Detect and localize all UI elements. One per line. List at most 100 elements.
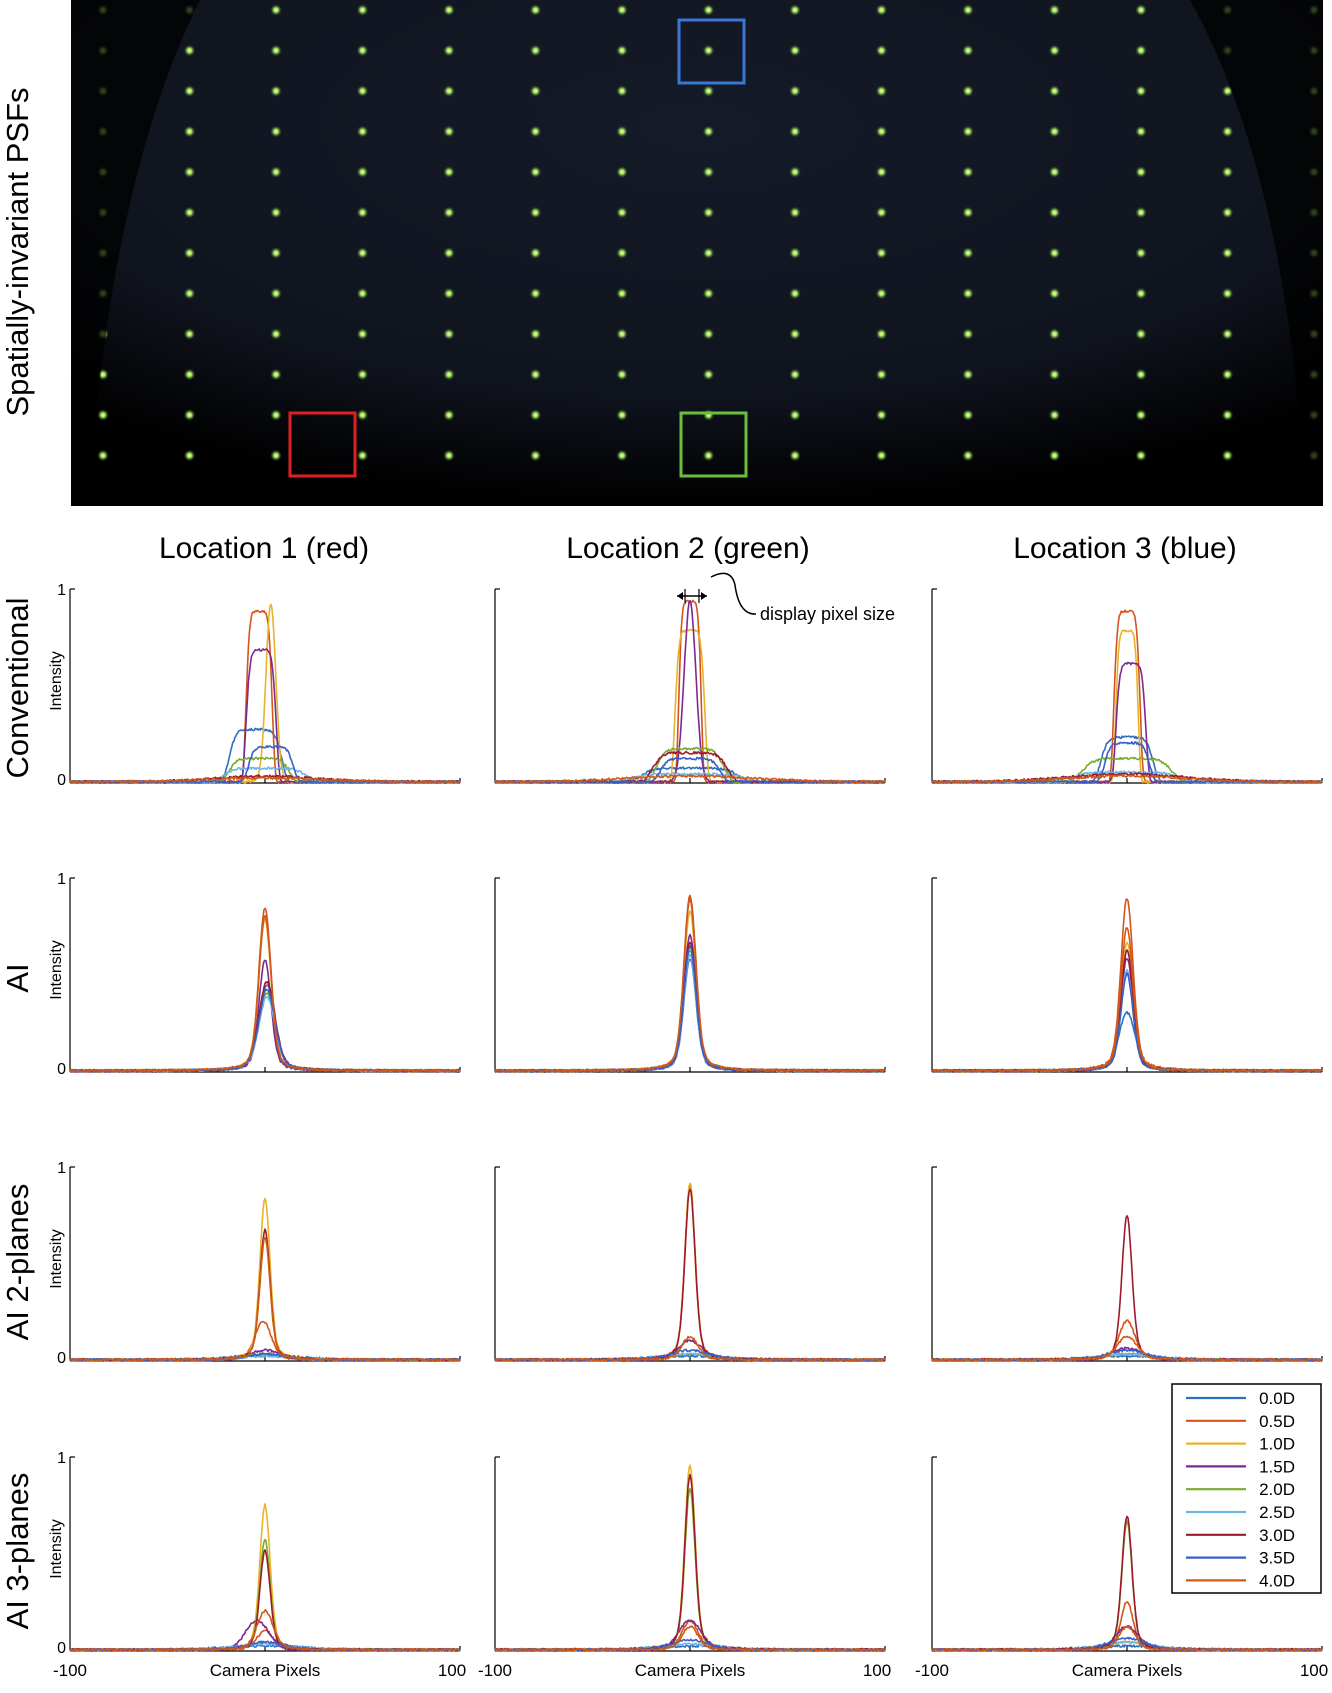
- psf-dot: [616, 247, 628, 259]
- psf-dot: [183, 206, 196, 219]
- annotation-arrow-right: [701, 592, 707, 600]
- plot-panel: 1 0 Intensity: [48, 871, 461, 1078]
- psf-dot: [183, 247, 196, 259]
- x-tick-label: -100: [915, 1661, 949, 1680]
- series-line: [931, 1625, 1323, 1652]
- legend-label: 2.5D: [1259, 1503, 1295, 1522]
- series-line: [931, 949, 1323, 1073]
- psf-dot: [356, 85, 369, 97]
- series-line: [495, 941, 886, 1073]
- psf-image-label: Spatially-invariant PSFs: [0, 87, 35, 416]
- psf-dot: [1135, 287, 1147, 300]
- series-line: [494, 894, 886, 1073]
- location-3-marker: [677, 18, 746, 85]
- psf-dot: [529, 247, 542, 259]
- psf-dot: [789, 4, 801, 16]
- x-tick-label: 100: [1300, 1661, 1328, 1680]
- column-title-location-2: Location 2 (green): [566, 532, 810, 565]
- psf-dot: [789, 166, 801, 178]
- series-line: [69, 776, 461, 784]
- psf-dot: [270, 328, 282, 340]
- psf-dot: [616, 4, 628, 16]
- psf-dot: [356, 125, 369, 138]
- psf-dot: [529, 44, 542, 57]
- psf-dot: [97, 449, 109, 462]
- psf-dot: [356, 328, 369, 340]
- psf-dot: [789, 328, 801, 340]
- series-line: [931, 1215, 1323, 1362]
- psf-dot: [270, 206, 282, 219]
- x-axis-label: Camera Pixels: [635, 1661, 746, 1680]
- legend-label: 1.0D: [1259, 1435, 1295, 1454]
- psf-dot: [875, 368, 888, 381]
- psf-dot: [529, 328, 542, 340]
- psf-dot: [962, 206, 974, 219]
- psf-dot: [702, 449, 715, 462]
- psf-dot: [1135, 368, 1147, 381]
- psf-dot: [1135, 125, 1147, 138]
- psf-dot: [529, 85, 542, 97]
- psf-dot: [270, 368, 282, 381]
- psf-dot: [356, 409, 369, 421]
- psf-dot: [183, 328, 196, 340]
- series-line: [69, 1549, 461, 1652]
- psf-dot: [616, 44, 628, 57]
- psf-dot: [1135, 206, 1147, 219]
- y-axis-label: Intensity: [48, 651, 65, 711]
- psf-image: [71, 0, 1323, 506]
- psf-dot: [789, 44, 801, 57]
- x-tick-label: 100: [863, 1661, 891, 1680]
- psf-dot: [789, 206, 801, 219]
- psf-dot: [875, 44, 888, 57]
- psf-dot: [962, 4, 974, 16]
- psf-dot: [962, 287, 974, 300]
- y-tick-label: 1: [57, 1160, 66, 1177]
- psf-dot: [443, 449, 455, 462]
- psf-dot: [1221, 368, 1234, 381]
- psf-dot: [270, 247, 282, 259]
- location-2-marker: [679, 411, 748, 478]
- psf-dot: [962, 44, 974, 57]
- annotation-curve: [710, 572, 757, 615]
- series-line: [69, 727, 461, 784]
- series-line: [931, 927, 1323, 1073]
- psf-dot: [1048, 85, 1061, 97]
- series-line: [494, 898, 886, 1073]
- psf-dot: [702, 409, 715, 421]
- psf-dot: [702, 85, 715, 97]
- psf-corner-mask-right: [1190, 0, 1323, 506]
- psf-dot: [443, 328, 455, 340]
- series-line: [931, 774, 1323, 784]
- psf-dot: [1048, 125, 1061, 138]
- psf-dot: [183, 85, 196, 97]
- psf-dot: [443, 287, 455, 300]
- psf-dot: [962, 125, 974, 138]
- psf-dot: [962, 328, 974, 340]
- x-axis-label: Camera Pixels: [210, 1661, 321, 1680]
- psf-dot: [616, 409, 628, 421]
- psf-dot: [443, 166, 455, 178]
- psf-dot: [97, 409, 109, 421]
- x-tick-label: -100: [478, 1661, 512, 1680]
- psf-dot: [962, 247, 974, 259]
- psf-dot: [1221, 247, 1234, 259]
- series-line: [69, 1609, 461, 1652]
- psf-dot: [789, 85, 801, 97]
- psf-dot: [616, 125, 628, 138]
- psf-dot: [529, 287, 542, 300]
- legend-label: 3.5D: [1259, 1549, 1295, 1568]
- series-line: [931, 661, 1323, 784]
- x-tick-label: -100: [53, 1661, 87, 1680]
- psf-dot: [529, 4, 542, 16]
- psf-dot: [443, 85, 455, 97]
- psf-dot: [1048, 4, 1061, 16]
- plot-panel: [931, 1166, 1323, 1362]
- series-line: [931, 1335, 1323, 1362]
- psf-dot: [443, 125, 455, 138]
- psf-dot: [1048, 206, 1061, 219]
- row-label-ai-3-planes: AI 3-planes: [0, 1473, 35, 1630]
- legend-items: 0.0D 0.5D 1.0D 1.5D 2.0D 2.5D 3.0D 3.5D 4.0D: [1186, 1389, 1295, 1590]
- location-1-marker: [288, 411, 357, 478]
- psf-dot: [270, 85, 282, 97]
- series-line: [931, 972, 1323, 1073]
